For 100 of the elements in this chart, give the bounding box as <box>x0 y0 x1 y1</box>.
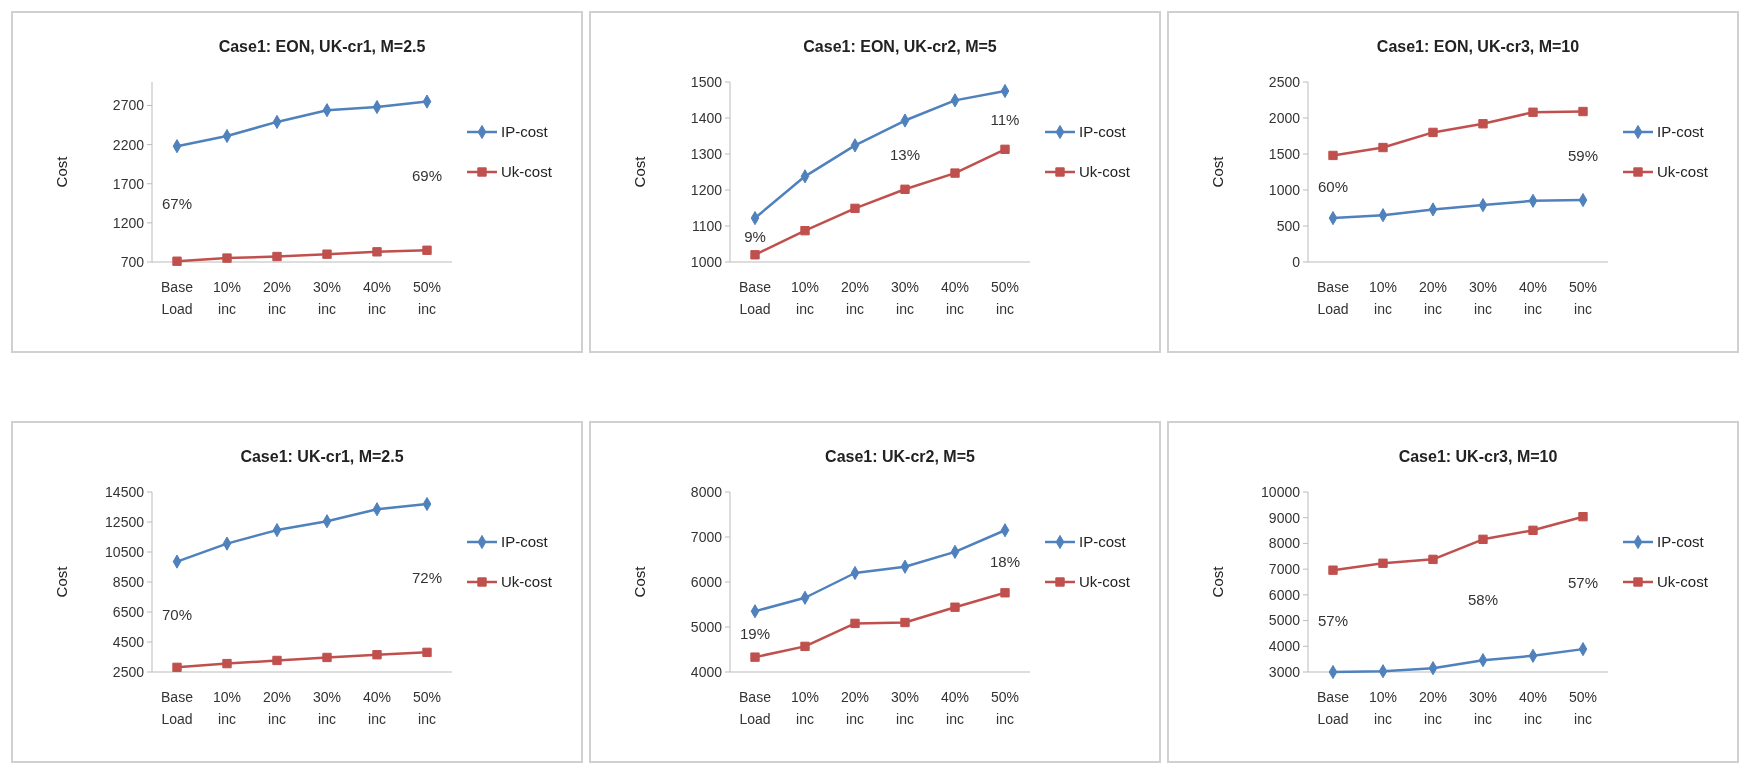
y-tick-label: 14500 <box>105 483 145 500</box>
y-tick-label: 1200 <box>112 214 145 231</box>
point <box>422 245 432 255</box>
x-tick-label: 50% inc <box>412 279 442 317</box>
point <box>422 647 432 658</box>
point <box>1000 588 1010 598</box>
point <box>1328 150 1338 161</box>
point <box>950 168 960 178</box>
chart-title: Case1: EON, UK-cr1, M=2.5 <box>218 38 426 55</box>
annotation: 13% <box>889 146 921 164</box>
point <box>1528 107 1538 117</box>
annotation: 70% <box>161 605 193 623</box>
annotation: 60% <box>1317 178 1349 196</box>
point <box>1000 144 1010 154</box>
x-tick-label: 30% inc <box>890 279 920 317</box>
point <box>172 662 182 673</box>
chart-title: Case1: EON, UK-cr2, M=5 <box>803 38 997 55</box>
x-tick-label: Base Load <box>1317 689 1350 727</box>
point <box>800 641 810 652</box>
y-axis-title: Cost <box>1209 565 1226 598</box>
y-tick-label: 6500 <box>112 603 145 620</box>
annotation: 57% <box>1567 574 1599 592</box>
legend-label: IP-cost <box>501 533 549 551</box>
point <box>372 650 382 660</box>
y-tick-label: 1200 <box>690 181 723 198</box>
y-tick-label: 1300 <box>690 145 723 162</box>
point <box>1428 127 1438 138</box>
chart-title: Case1: UK-cr1, M=2.5 <box>240 448 404 465</box>
annotation: 57% <box>1317 612 1349 630</box>
annotation: 59% <box>1567 147 1599 165</box>
y-tick-label: 6000 <box>690 573 723 590</box>
y-axis-title: Cost <box>631 155 648 188</box>
y-tick-label: 2000 <box>1268 109 1301 126</box>
x-tick-label: 30% inc <box>1468 689 1498 727</box>
point <box>1528 525 1538 535</box>
annotation: 19% <box>739 625 771 643</box>
point <box>1478 119 1488 129</box>
chart-title: Case1: EON, UK-cr3, M=10 <box>1376 38 1580 55</box>
annotation: 72% <box>411 569 443 587</box>
x-tick-label: 50% inc <box>412 689 442 727</box>
point <box>750 250 760 260</box>
legend-label: IP-cost <box>1079 123 1127 141</box>
y-tick-label: 12500 <box>105 513 145 530</box>
y-tick-label: 2200 <box>112 136 145 153</box>
y-tick-label: 7000 <box>1268 561 1301 578</box>
x-tick-label: 10% inc <box>212 279 242 317</box>
x-tick-label: 10% inc <box>1368 689 1398 727</box>
x-tick-label: 20% inc <box>840 689 870 727</box>
x-tick-label: 50% inc <box>990 689 1020 727</box>
point <box>222 253 232 263</box>
point <box>950 602 960 612</box>
annotation: 69% <box>411 167 443 185</box>
chart-title: Case1: UK-cr3, M=10 <box>1398 448 1558 465</box>
legend-label: IP-cost <box>1657 123 1705 141</box>
y-tick-label: 700 <box>120 253 145 270</box>
x-tick-label: 20% inc <box>1418 279 1448 317</box>
point <box>1328 565 1338 575</box>
y-tick-label: 2500 <box>1268 73 1301 90</box>
y-tick-label: 1700 <box>112 175 145 192</box>
annotation: 9% <box>744 227 766 245</box>
x-tick-label: 50% inc <box>1568 689 1598 727</box>
point <box>322 652 332 663</box>
legend-label: Uk-cost <box>1657 163 1709 181</box>
y-tick-label: 7000 <box>690 528 723 545</box>
y-tick-label: 1400 <box>690 109 723 126</box>
point <box>1428 554 1438 565</box>
x-tick-label: Base Load <box>1317 279 1350 317</box>
annotation: 18% <box>989 552 1021 570</box>
x-tick-label: 30% inc <box>1468 279 1498 317</box>
x-tick-label: 40% inc <box>362 279 392 317</box>
x-tick-label: 10% inc <box>1368 279 1398 317</box>
y-tick-label: 4500 <box>112 633 145 650</box>
annotation: 58% <box>1467 590 1499 608</box>
annotation: 11% <box>990 111 1020 129</box>
y-axis-title: Cost <box>53 155 70 188</box>
point <box>1378 558 1388 568</box>
legend-label: Uk-cost <box>501 573 553 591</box>
y-tick-label: 500 <box>1276 217 1301 234</box>
y-tick-label: 10500 <box>105 543 145 560</box>
y-tick-label: 5000 <box>1268 612 1301 629</box>
x-tick-label: Base Load <box>161 689 194 727</box>
point <box>750 652 760 662</box>
chart-title: Case1: UK-cr2, M=5 <box>825 448 976 465</box>
x-tick-label: 40% inc <box>940 689 970 727</box>
y-tick-label: 1000 <box>690 253 723 270</box>
x-tick-label: 20% inc <box>262 279 292 317</box>
y-tick-label: 9000 <box>1268 509 1301 526</box>
x-tick-label: 40% inc <box>940 279 970 317</box>
annotation: 67% <box>161 194 193 212</box>
legend-label: IP-cost <box>1657 533 1705 551</box>
point <box>1578 512 1588 522</box>
x-tick-label: Base Load <box>739 279 772 317</box>
y-axis-title: Cost <box>53 565 70 598</box>
point <box>850 618 860 629</box>
x-tick-label: 10% inc <box>790 689 820 727</box>
y-tick-label: 1500 <box>690 73 723 90</box>
legend-label: Uk-cost <box>1079 163 1131 181</box>
y-tick-label: 4000 <box>690 663 723 680</box>
x-tick-label: Base Load <box>161 279 194 317</box>
point <box>1478 534 1488 544</box>
